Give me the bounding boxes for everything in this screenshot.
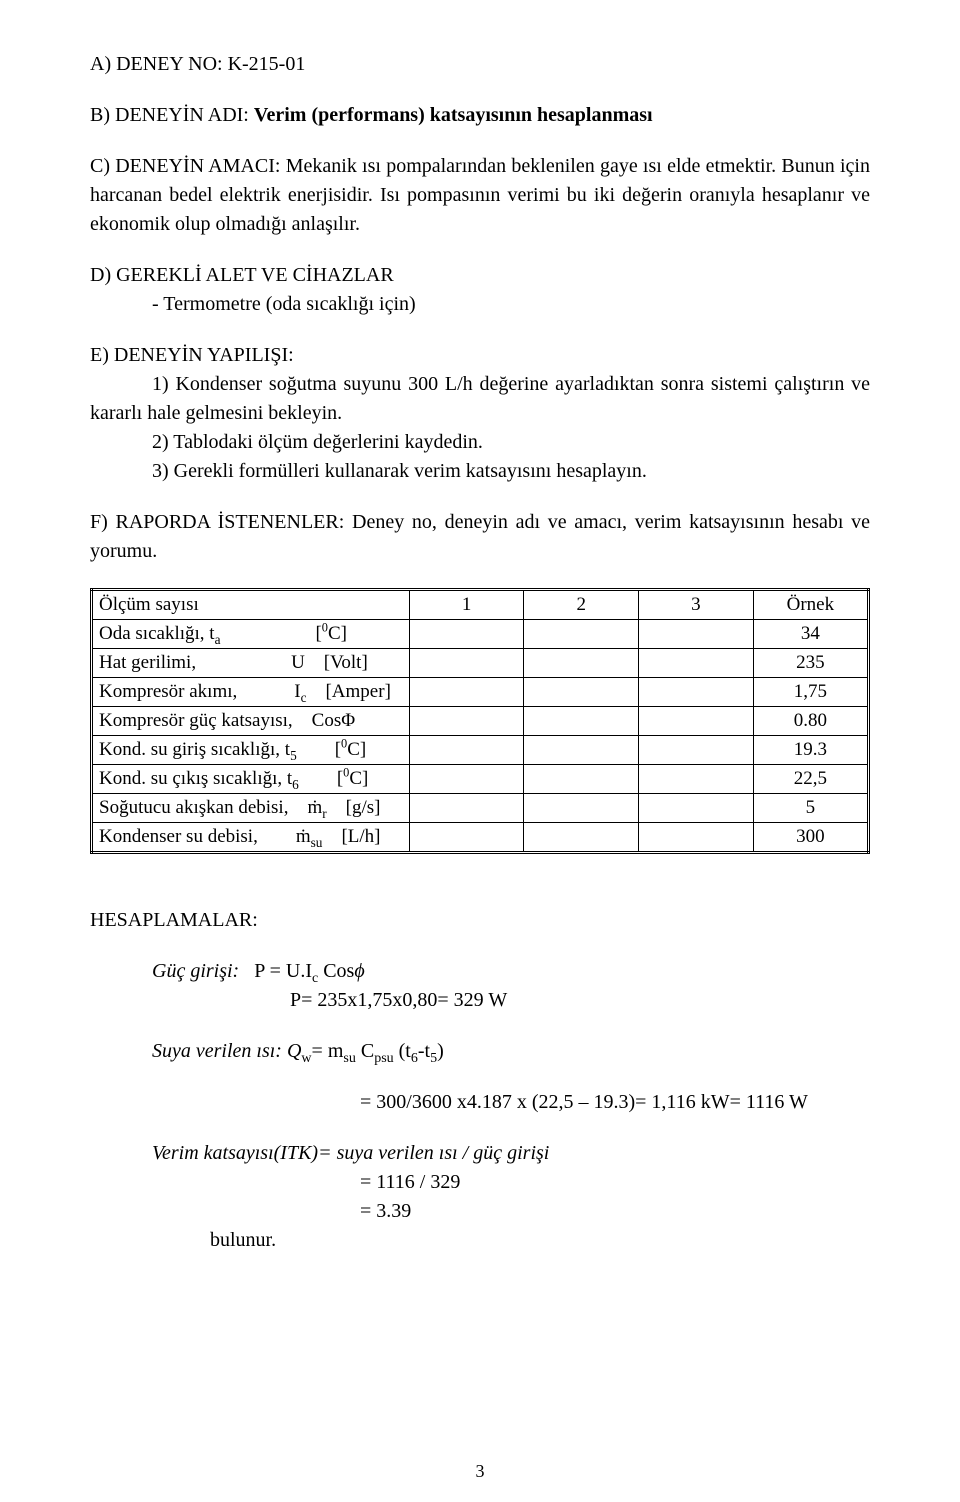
suya-cpsu: psu (374, 1051, 393, 1066)
section-e-title: E) DENEYİN YAPILIŞI: (90, 341, 870, 370)
row-value (639, 678, 754, 707)
suya-label: Suya verilen ısı: (152, 1040, 282, 1062)
row-value (524, 678, 639, 707)
table-header-cell: Örnek (753, 590, 868, 620)
row-value (639, 765, 754, 794)
table-row: Kond. su çıkış sıcaklığı, t6 [0C] 22,5 (92, 765, 869, 794)
verim-expr: suya verilen ısı / güç girişi (332, 1142, 550, 1164)
guc-label: Güç girişi: (152, 960, 239, 982)
table-header-row: Ölçüm sayısı123Örnek (92, 590, 869, 620)
section-e-item3: 3) Gerekli formülleri kullanarak verim k… (90, 457, 870, 486)
row-label: Kondenser su debisi, ṁsu [L/h] (92, 823, 410, 853)
row-value (639, 794, 754, 823)
table-header-cell: Ölçüm sayısı (92, 590, 410, 620)
suya-result: = 300/3600 x4.187 x (22,5 – 19.3)= 1,116… (90, 1088, 870, 1117)
suya-qw: w (301, 1051, 311, 1066)
row-example: 5 (753, 794, 868, 823)
guc-phi: ϕ (354, 960, 364, 982)
row-value (524, 736, 639, 765)
calc-title: HESAPLAMALAR: (90, 906, 870, 935)
f-label: F) RAPORDA İSTENENLER: (90, 511, 352, 533)
calc-suya: Suya verilen ısı: Qw= msu Cpsu (t6-t5) (90, 1037, 870, 1066)
row-example: 1,75 (753, 678, 868, 707)
table-row: Hat gerilimi, U [Volt] 235 (92, 649, 869, 678)
b-label: B) DENEYİN ADI: (90, 104, 254, 126)
row-value (639, 649, 754, 678)
verim-label: Verim katsayısı(ITK)= (152, 1142, 332, 1164)
row-value (409, 620, 524, 649)
row-example: 19.3 (753, 736, 868, 765)
table-row: Kond. su giriş sıcaklığı, t5 [0C] 19.3 (92, 736, 869, 765)
section-e-item2: 2) Tablodaki ölçüm değerlerini kaydedin. (90, 428, 870, 457)
row-example: 22,5 (753, 765, 868, 794)
measurement-table: Ölçüm sayısı123ÖrnekOda sıcaklığı, ta [0… (90, 588, 870, 854)
section-f: F) RAPORDA İSTENENLER: Deney no, deneyin… (90, 508, 870, 566)
row-label: Kompresör güç katsayısı, CosΦ (92, 707, 410, 736)
section-a: A) DENEY NO: K-215-01 (90, 50, 870, 79)
row-value (409, 649, 524, 678)
section-c: C) DENEYİN AMACI: Mekanik ısı pompaların… (90, 152, 870, 239)
suya-c: C (356, 1040, 374, 1062)
row-value (639, 823, 754, 853)
bulunur: bulunur. (90, 1226, 870, 1255)
section-b: B) DENEYİN ADI: Verim (performans) katsa… (90, 101, 870, 130)
verim-line3: = 3.39 (90, 1197, 870, 1226)
row-example: 235 (753, 649, 868, 678)
row-label: Soğutucu akışkan debisi, ṁr [g/s] (92, 794, 410, 823)
suya-q: Q (282, 1040, 301, 1062)
section-d-item: - Termometre (oda sıcaklığı için) (90, 290, 870, 319)
table-row: Kondenser su debisi, ṁsu [L/h] 300 (92, 823, 869, 853)
suya-eq: = m (312, 1040, 344, 1062)
row-example: 0.80 (753, 707, 868, 736)
guc-cos: Cos (318, 960, 354, 982)
row-value (409, 736, 524, 765)
page: A) DENEY NO: K-215-01 B) DENEYİN ADI: Ve… (0, 0, 960, 1502)
a-label: A) DENEY NO: (90, 53, 228, 75)
row-value (524, 765, 639, 794)
page-number: 3 (0, 1461, 960, 1482)
c-label: C) DENEYİN AMACI: (90, 155, 286, 177)
row-value (524, 707, 639, 736)
suya-msu: su (343, 1051, 355, 1066)
a-value: K-215-01 (228, 53, 306, 75)
suya-t6: 6 (411, 1051, 418, 1066)
row-value (639, 620, 754, 649)
row-value (409, 794, 524, 823)
verim-line2: = 1116 / 329 (90, 1168, 870, 1197)
table-header-cell: 2 (524, 590, 639, 620)
row-example: 300 (753, 823, 868, 853)
verim-line: Verim katsayısı(ITK)= suya verilen ısı /… (90, 1139, 870, 1168)
calc-guc: Güç girişi: P = U.Ic Cosϕ (90, 957, 870, 986)
table-header-cell: 1 (409, 590, 524, 620)
row-value (409, 707, 524, 736)
table-row: Soğutucu akışkan debisi, ṁr [g/s] 5 (92, 794, 869, 823)
table-row: Kompresör akımı, Ic [Amper] 1,75 (92, 678, 869, 707)
row-value (639, 736, 754, 765)
row-value (524, 620, 639, 649)
section-e-item1: 1) Kondenser soğutma suyunu 300 L/h değe… (90, 370, 870, 428)
row-value (524, 794, 639, 823)
row-value (524, 823, 639, 853)
row-label: Kond. su çıkış sıcaklığı, t6 [0C] (92, 765, 410, 794)
row-label: Hat gerilimi, U [Volt] (92, 649, 410, 678)
row-value (409, 823, 524, 853)
row-label: Kompresör akımı, Ic [Amper] (92, 678, 410, 707)
row-value (409, 678, 524, 707)
table-header-cell: 3 (639, 590, 754, 620)
guc-formula-p: P = U.I (254, 960, 312, 982)
suya-t-open: (t (394, 1040, 411, 1062)
section-d-title: D) GEREKLİ ALET VE CİHAZLAR (90, 261, 870, 290)
table-row: Oda sıcaklığı, ta [0C] 34 (92, 620, 869, 649)
suya-dash: -t (418, 1040, 430, 1062)
calc-guc-result: P= 235x1,75x0,80= 329 W (90, 986, 870, 1015)
b-value: Verim (performans) katsayısının hesaplan… (254, 104, 653, 126)
row-value (524, 649, 639, 678)
row-value (639, 707, 754, 736)
table-row: Kompresör güç katsayısı, CosΦ 0.80 (92, 707, 869, 736)
row-value (409, 765, 524, 794)
suya-close: ) (437, 1040, 444, 1062)
row-label: Oda sıcaklığı, ta [0C] (92, 620, 410, 649)
row-example: 34 (753, 620, 868, 649)
row-label: Kond. su giriş sıcaklığı, t5 [0C] (92, 736, 410, 765)
